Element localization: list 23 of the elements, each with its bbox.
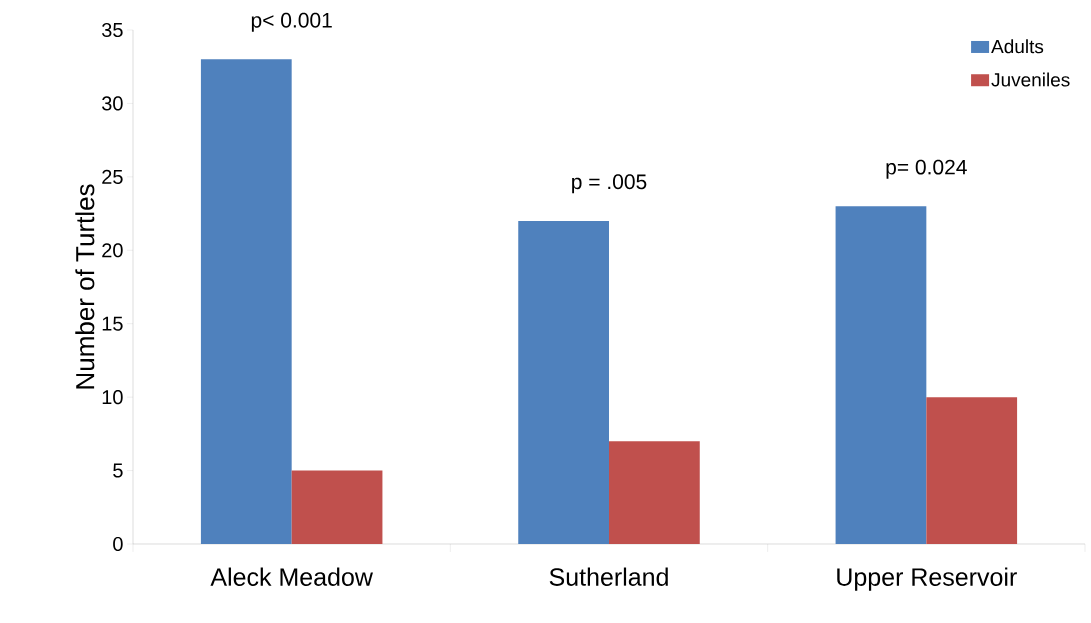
- bar: [291, 470, 383, 544]
- y-tick-label: 25: [102, 169, 123, 184]
- bar: [518, 220, 610, 544]
- legend-label: Juveniles: [991, 72, 1070, 87]
- y-axis-title: Number of Turtles: [75, 184, 95, 389]
- y-tick-label: 0: [113, 536, 123, 552]
- annotation: p = .005: [572, 174, 647, 194]
- x-tick-label: Sutherland: [549, 567, 668, 586]
- bar: [609, 441, 700, 544]
- x-tick-label: Upper Reservoir: [837, 567, 1017, 591]
- y-tick-label: 20: [102, 243, 123, 258]
- bar: [835, 206, 927, 544]
- y-tick-label: 10: [102, 390, 123, 405]
- annotation: p= 0.024: [886, 159, 967, 179]
- annotation: p< 0.001: [251, 12, 332, 32]
- bar: [926, 397, 1018, 544]
- y-tick-label: 5: [113, 463, 123, 478]
- legend-label: Adults: [991, 39, 1044, 54]
- y-tick-label: 30: [102, 96, 123, 111]
- y-tick-label: 15: [102, 316, 123, 331]
- x-tick-label: Aleck Meadow: [210, 567, 373, 586]
- bar: [200, 59, 292, 544]
- y-tick-label: 35: [102, 22, 123, 38]
